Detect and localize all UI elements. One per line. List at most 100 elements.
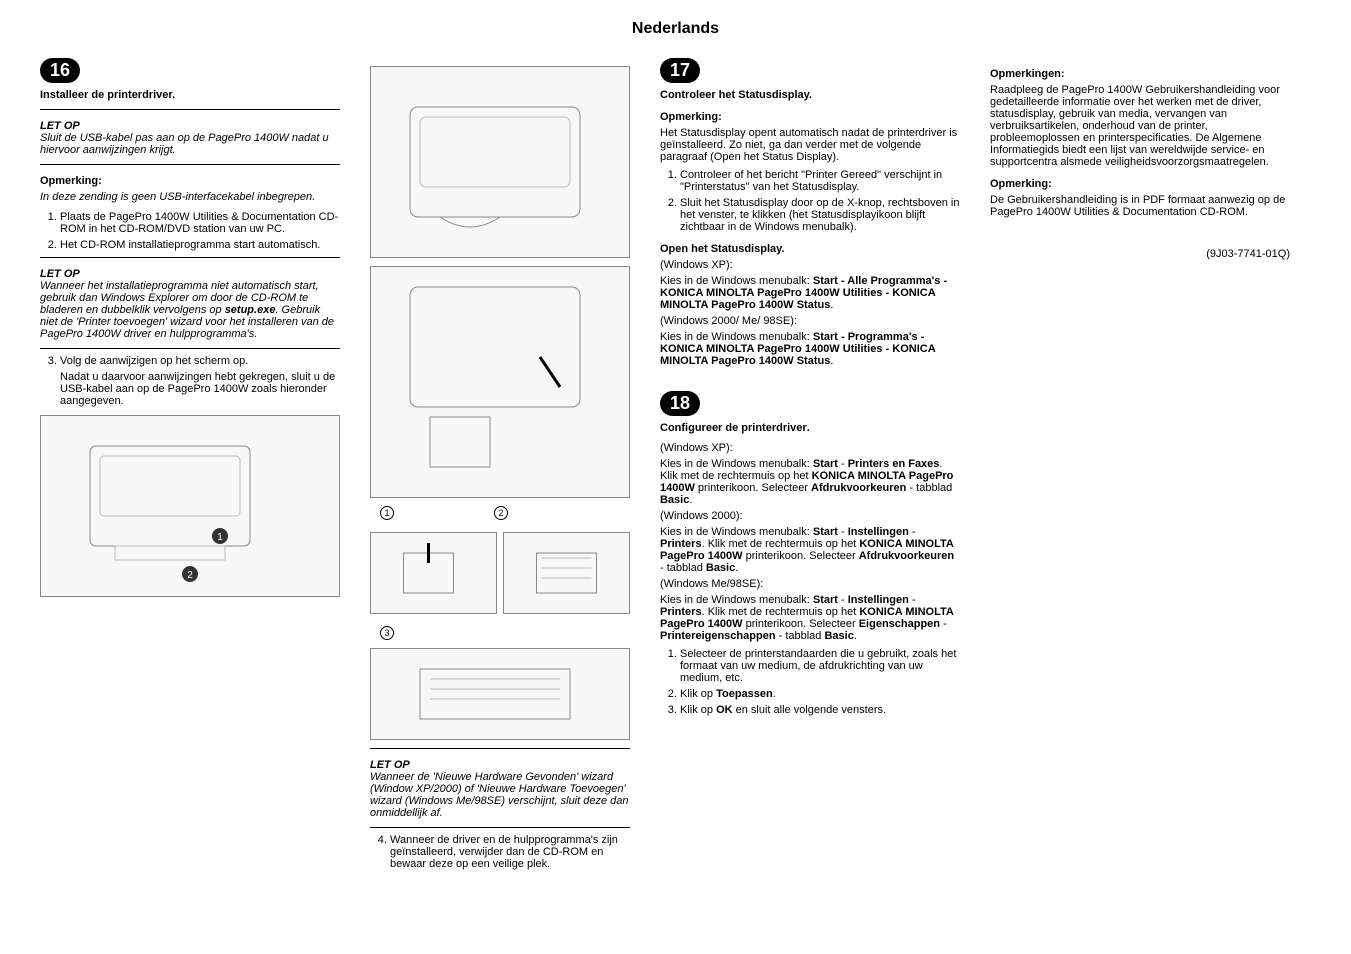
list-item: Selecteer de printerstandaarden die u ge… (680, 648, 960, 684)
text: - tabblad (776, 630, 825, 642)
opmerking-label: Opmerking: (40, 175, 340, 187)
text: Printers en Faxes (848, 458, 940, 470)
text: - (909, 594, 916, 606)
letop-body: Sluit de USB-kabel pas aan op de PagePro… (40, 132, 340, 156)
text: Eigenschappen (859, 618, 940, 630)
letop-label: LET OP (370, 759, 630, 771)
list-item: Controleer of het bericht "Printer Geree… (680, 169, 960, 193)
text: Printers (660, 538, 702, 550)
opmerking-label: Opmerking: (990, 178, 1290, 190)
opmerking-body: De Gebruikershandleiding is in PDF forma… (990, 194, 1290, 218)
divider (40, 348, 340, 349)
text: . (807, 422, 810, 434)
label-3-icon: 3 (380, 626, 394, 640)
step-17-title: Controleer het Statusdisplay. (660, 89, 960, 101)
divider (370, 748, 630, 749)
text: - tabblad (906, 482, 952, 494)
text: Start (813, 526, 838, 538)
printer-diagram-top (370, 66, 630, 258)
text: Kies in de Windows menubalk: (660, 458, 813, 470)
text: - (838, 458, 848, 470)
win-xp-label: (Windows XP): (660, 442, 960, 454)
step-16-list-c: Wanneer de driver en de hulpprogramma's … (370, 834, 630, 870)
step-18-title: Configureer de printerdriver. (660, 422, 960, 434)
list-item: Sluit het Statusdisplay door op de X-kno… (680, 197, 960, 233)
win-xp-path: Kies in de Windows menubalk: Start - All… (660, 275, 960, 311)
text: Basic (706, 562, 735, 574)
step-16-title: Installeer de printerdriver. (40, 89, 340, 101)
step-16-list-b: Volg de aanwijzigen op het scherm op. Na… (40, 355, 340, 407)
text: printerikoon. Selecteer (743, 550, 859, 562)
letop-label: LET OP (40, 120, 340, 132)
step-17-list: Controleer of het bericht "Printer Geree… (660, 169, 960, 233)
text: OK (716, 704, 733, 716)
divider (40, 109, 340, 110)
list-item: Het CD-ROM installatieprogramma start au… (60, 239, 340, 251)
text: Klik op (680, 688, 716, 700)
printer-usb-diagram: 1 2 (40, 415, 340, 597)
divider (370, 827, 630, 828)
opmerking-body: Het Statusdisplay opent automatisch nada… (660, 127, 960, 163)
text: Basic (660, 494, 689, 506)
list-item: Klik op Toepassen. (680, 688, 960, 700)
opmerking-body: In deze zending is geen USB-interfacekab… (40, 191, 340, 203)
diagram-labels: 3 (380, 626, 630, 640)
text: Start (813, 458, 838, 470)
letop-body: Wanneer het installatieprogramma niet au… (40, 280, 340, 340)
label-2-icon: 2 (494, 506, 508, 520)
divider (40, 257, 340, 258)
connector-diagram-1 (370, 532, 497, 614)
text: Kies in de Windows menubalk: (660, 526, 813, 538)
list-item: Plaats de PagePro 1400W Utilities & Docu… (60, 211, 340, 235)
text: Basic (824, 630, 853, 642)
svg-text:1: 1 (217, 532, 223, 543)
list-item: Klik op OK en sluit alle volgende venste… (680, 704, 960, 716)
text: Printereigenschappen (660, 630, 776, 642)
text: Kies in de Windows menubalk: (660, 331, 813, 343)
text: . Klik met de rechtermuis op het (702, 538, 860, 550)
text: Afdrukvoorkeuren (811, 482, 906, 494)
label-1-icon: 1 (380, 506, 394, 520)
step-17-badge: 17 (660, 58, 700, 83)
win-other-path: Kies in de Windows menubalk: Start - Pro… (660, 331, 960, 367)
text: . (854, 630, 857, 642)
text: Printers (660, 606, 702, 618)
step-18-badge: 18 (660, 391, 700, 416)
text: Klik op (680, 704, 716, 716)
step-18-list: Selecteer de printerstandaarden die u ge… (660, 648, 960, 716)
open-status-title: Open het Statusdisplay. (660, 243, 960, 255)
text: Toepassen (716, 688, 773, 700)
opmerkingen-label: Opmerkingen: (990, 68, 1290, 80)
win-me-label: (Windows Me/98SE): (660, 578, 960, 590)
text: Kies in de Windows menubalk: (660, 275, 813, 287)
text: printerikoon. Selecteer (695, 482, 811, 494)
text: Instellingen (848, 594, 909, 606)
text: printerikoon. Selecteer (743, 618, 859, 630)
diagram-labels: 1 2 (380, 506, 630, 520)
opmerking-label: Opmerking: (660, 111, 960, 123)
printer-icon (371, 67, 629, 257)
step-16-badge: 16 (40, 58, 80, 83)
printer-icon (371, 267, 629, 497)
page-title: Nederlands (40, 20, 1311, 38)
win-2000-instructions: Kies in de Windows menubalk: Start - Ins… (660, 526, 960, 574)
diagram-row (370, 524, 630, 622)
column-3: 17 Controleer het Statusdisplay. Opmerki… (660, 58, 960, 876)
text: en sluit alle volgende vensters. (733, 704, 886, 716)
win-me-instructions: Kies in de Windows menubalk: Start - Ins… (660, 594, 960, 642)
text: - (909, 526, 916, 538)
text: - (838, 526, 848, 538)
text: Instellingen (848, 526, 909, 538)
text: - (940, 618, 947, 630)
text: . (830, 355, 833, 367)
text: . (735, 562, 738, 574)
text: . (773, 688, 776, 700)
column-layout: 16 Installeer de printerdriver. LET OP S… (40, 58, 1311, 876)
text: . (830, 299, 833, 311)
list-item: Volg de aanwijzigen op het scherm op. Na… (60, 355, 340, 407)
setup-exe: setup.exe (225, 304, 276, 316)
text: Volg de aanwijzigen op het scherm op. (60, 355, 248, 367)
letop-label: LET OP (40, 268, 340, 280)
win-xp-instructions: Kies in de Windows menubalk: Start - Pri… (660, 458, 960, 506)
connector-diagram-2 (503, 532, 630, 614)
